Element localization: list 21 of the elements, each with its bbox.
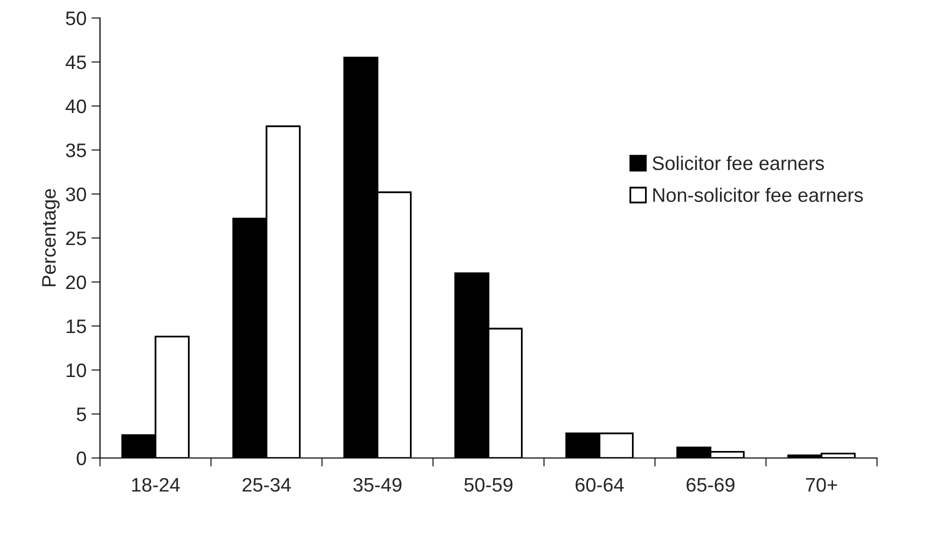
x-tick-label: 18-24 [132,478,180,492]
y-tick-label: 50 [66,11,86,26]
y-tick-label: 35 [66,143,86,158]
x-tick-label: 35-49 [353,478,402,492]
y-tick-label: 40 [66,99,86,114]
y-tick-label: 20 [66,275,86,290]
legend-label: Solicitor fee earners [652,156,824,170]
x-tick-label: 25-34 [242,478,291,492]
y-tick-label: 5 [76,408,86,422]
x-tick-label: 50-59 [464,478,512,492]
y-tick-label: 25 [66,231,86,246]
y-axis-title: Percentage [42,189,60,286]
x-tick-label: 60-64 [576,478,624,492]
y-tick-label: 0 [76,451,86,466]
x-tick-label: 65-69 [686,478,734,492]
y-tick-label: 10 [66,363,86,378]
y-tick-label: 45 [66,56,86,70]
x-tick-label: 70+ [806,478,838,492]
y-tick-label: 30 [66,187,86,202]
y-tick-label: 15 [66,320,86,334]
legend-label: Non-solicitor fee earners [653,188,863,202]
